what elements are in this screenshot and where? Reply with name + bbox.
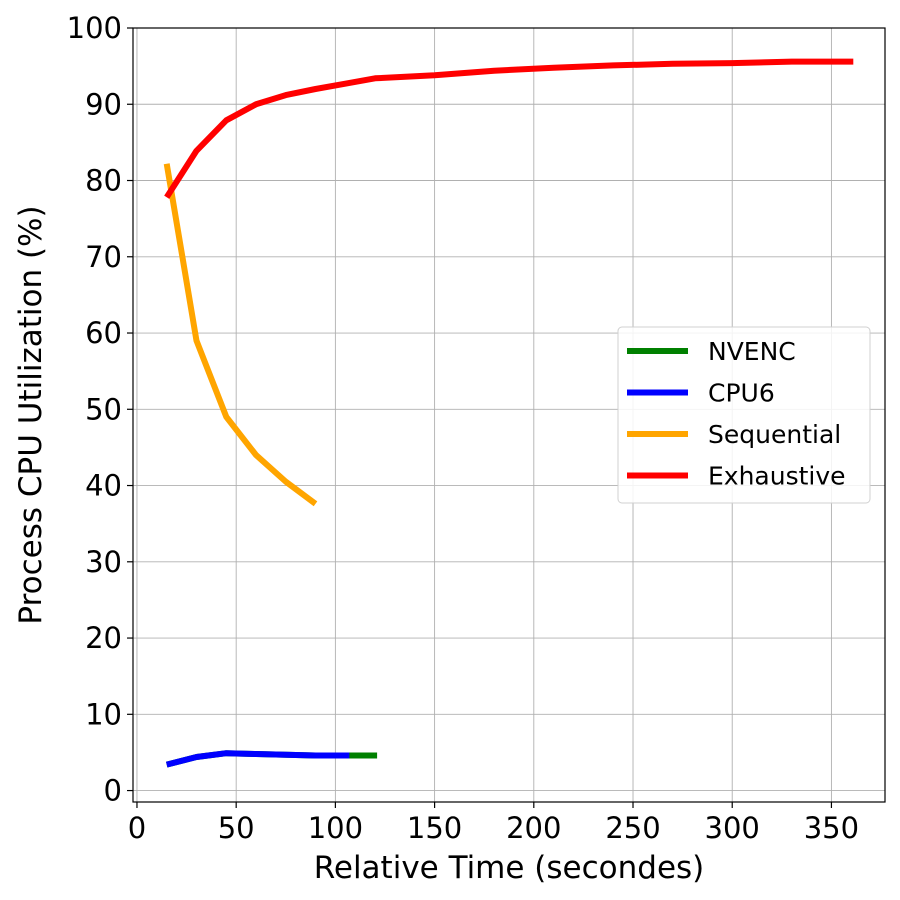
x-tick-label: 350 bbox=[804, 811, 859, 845]
y-tick-label: 80 bbox=[85, 164, 122, 198]
y-tick-label: 20 bbox=[85, 621, 122, 655]
x-tick-label: 250 bbox=[605, 811, 660, 845]
series-line-exhaustive bbox=[164, 58, 854, 199]
series-line-cpu6 bbox=[165, 750, 350, 768]
x-tick-label: 50 bbox=[218, 811, 255, 845]
plot-area-frame bbox=[132, 27, 886, 803]
x-tick-label: 0 bbox=[128, 811, 146, 845]
axis-ticks: 0 50 100 150 200 250 300 350 0 10 20 30 40 50 60 70 80 90… bbox=[67, 11, 859, 845]
x-tick-label: 100 bbox=[308, 811, 363, 845]
y-tick-label: 50 bbox=[85, 392, 122, 426]
y-tick-label: 30 bbox=[85, 545, 122, 579]
legend-label-cpu6: CPU6 bbox=[708, 379, 775, 408]
legend-label-exhaustive: Exhaustive bbox=[708, 462, 846, 491]
legend: NVENC CPU6 Sequential Exhaustive bbox=[617, 326, 871, 504]
y-tick-label: 90 bbox=[85, 87, 122, 121]
x-tick-label: 300 bbox=[705, 811, 760, 845]
series-line-sequential bbox=[163, 163, 318, 507]
legend-box bbox=[617, 326, 871, 504]
y-tick-label: 10 bbox=[85, 697, 122, 731]
legend-label-sequential: Sequential bbox=[708, 420, 841, 449]
series-lines bbox=[163, 58, 854, 768]
y-tick-label: 70 bbox=[85, 240, 122, 274]
x-tick-label: 150 bbox=[407, 811, 462, 845]
y-tick-label: 0 bbox=[104, 774, 122, 808]
x-tick-label: 200 bbox=[506, 811, 561, 845]
legend-label-nvenc: NVENC bbox=[708, 337, 796, 366]
y-tick-label: 100 bbox=[67, 11, 122, 45]
y-axis-title: Process CPU Utilization (%) bbox=[13, 205, 49, 624]
x-axis-title: Relative Time (secondes) bbox=[314, 850, 705, 886]
y-tick-label: 60 bbox=[85, 316, 122, 350]
y-tick-label: 40 bbox=[85, 469, 122, 503]
